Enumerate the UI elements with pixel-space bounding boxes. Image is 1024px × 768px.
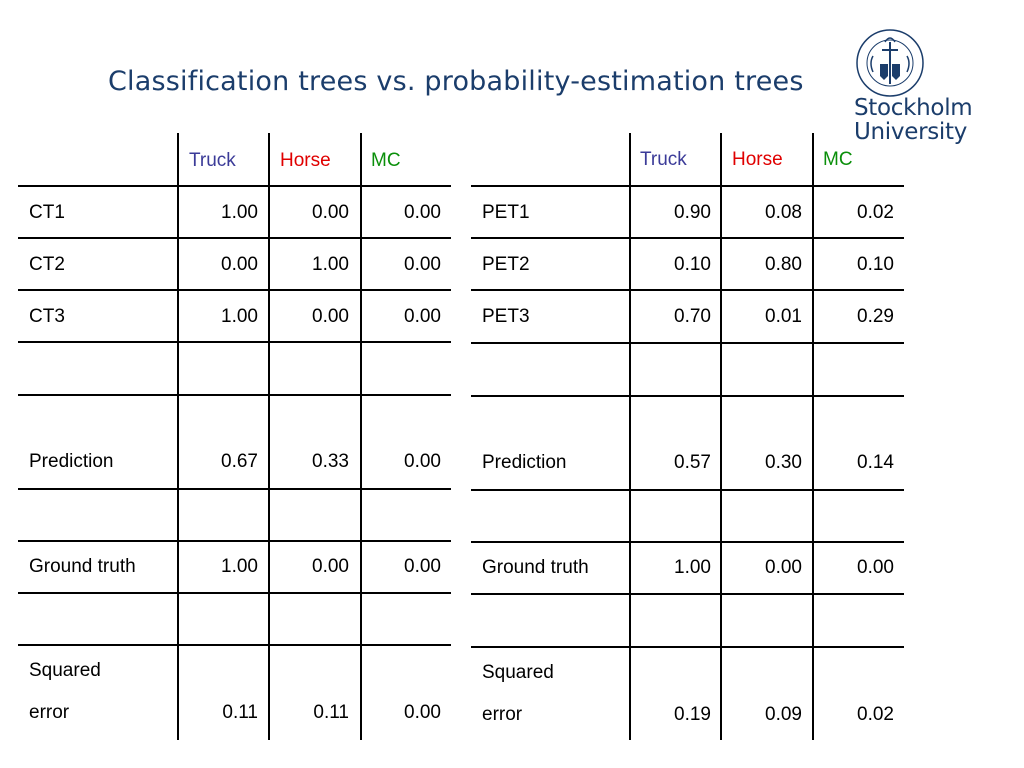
- cell-horse: 0.00: [312, 306, 349, 327]
- prediction-horse: 0.30: [765, 452, 802, 473]
- row-label: PET2: [482, 254, 530, 275]
- header-mc: MC: [371, 150, 401, 171]
- squared-error-truck: 0.19: [674, 704, 711, 725]
- header-mc: MC: [823, 149, 853, 170]
- squared-error-label-line2: error: [29, 702, 70, 723]
- cell-truck: 1.00: [221, 202, 258, 223]
- cell-horse: 1.00: [312, 254, 349, 275]
- prediction-label: Prediction: [482, 452, 567, 473]
- squared-error-label-line1: Squared: [29, 660, 101, 681]
- cell-horse: 0.01: [765, 306, 802, 327]
- cell-truck: 0.00: [221, 254, 258, 275]
- row-label: CT2: [29, 254, 65, 275]
- header-horse: Horse: [280, 150, 331, 171]
- ground-truth-mc: 0.00: [404, 556, 441, 577]
- classification-trees-table: Truck Horse MC CT1 1.00 0.00 0.00 CT2 0.…: [18, 133, 451, 740]
- prediction-horse: 0.33: [312, 451, 349, 472]
- prediction-label: Prediction: [29, 451, 114, 472]
- cell-mc: 0.29: [857, 306, 894, 327]
- squared-error-label-line1: Squared: [482, 662, 554, 683]
- cell-truck: 1.00: [221, 306, 258, 327]
- ground-truth-label: Ground truth: [482, 557, 589, 578]
- cell-mc: 0.00: [404, 202, 441, 223]
- cell-horse: 0.00: [312, 202, 349, 223]
- cell-horse: 0.80: [765, 254, 802, 275]
- squared-error-label-line2: error: [482, 704, 523, 725]
- ground-truth-label: Ground truth: [29, 556, 136, 577]
- ground-truth-truck: 1.00: [221, 556, 258, 577]
- logo-line-stockholm: Stockholm: [854, 95, 973, 121]
- cell-mc: 0.00: [404, 306, 441, 327]
- header-truck: Truck: [189, 150, 236, 171]
- prediction-mc: 0.00: [404, 451, 441, 472]
- ground-truth-truck: 1.00: [674, 557, 711, 578]
- prediction-mc: 0.14: [857, 452, 894, 473]
- cell-horse: 0.08: [765, 202, 802, 223]
- row-label: CT1: [29, 202, 65, 223]
- row-label: PET3: [482, 306, 530, 327]
- cell-mc: 0.02: [857, 202, 894, 223]
- row-label: PET1: [482, 202, 530, 223]
- prediction-truck: 0.67: [221, 451, 258, 472]
- prediction-truck: 0.57: [674, 452, 711, 473]
- ground-truth-horse: 0.00: [312, 556, 349, 577]
- row-label: CT3: [29, 306, 65, 327]
- cell-mc: 0.10: [857, 254, 894, 275]
- logo-line-university: University: [854, 119, 968, 145]
- stockholm-university-logo: Stockholm University: [852, 26, 982, 146]
- university-seal-icon: [856, 29, 924, 97]
- cell-truck: 0.10: [674, 254, 711, 275]
- header-horse: Horse: [732, 149, 783, 170]
- squared-error-truck: 0.11: [222, 702, 258, 723]
- ground-truth-mc: 0.00: [857, 557, 894, 578]
- cell-mc: 0.00: [404, 254, 441, 275]
- header-truck: Truck: [640, 149, 687, 170]
- cell-truck: 0.90: [674, 202, 711, 223]
- ground-truth-horse: 0.00: [765, 557, 802, 578]
- squared-error-mc: 0.00: [404, 702, 441, 723]
- squared-error-horse: 0.11: [313, 702, 349, 723]
- cell-truck: 0.70: [674, 306, 711, 327]
- squared-error-horse: 0.09: [765, 704, 802, 725]
- slide-title: Classification trees vs. probability-est…: [108, 66, 804, 97]
- squared-error-mc: 0.02: [857, 704, 894, 725]
- probability-estimation-trees-table: Truck Horse MC PET1 0.90 0.08 0.02 PET2 …: [471, 133, 904, 740]
